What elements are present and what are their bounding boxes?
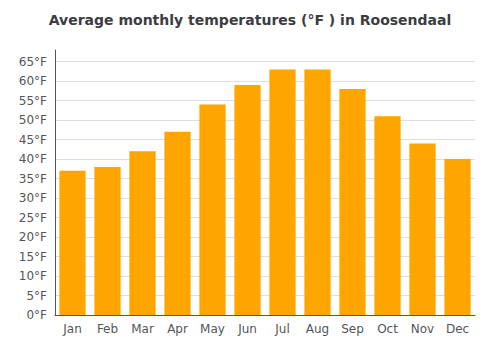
svg-text:Average monthly temperatures (: Average monthly temperatures (°F ) in Ro… bbox=[49, 12, 452, 28]
svg-text:15°F: 15°F bbox=[19, 250, 47, 264]
svg-text:Apr: Apr bbox=[167, 322, 188, 336]
svg-text:65°F: 65°F bbox=[19, 55, 47, 69]
svg-text:Jun: Jun bbox=[237, 322, 257, 336]
svg-text:Dec: Dec bbox=[446, 322, 469, 336]
svg-text:45°F: 45°F bbox=[19, 133, 47, 147]
svg-text:Feb: Feb bbox=[97, 322, 118, 336]
svg-text:35°F: 35°F bbox=[19, 172, 47, 186]
svg-text:20°F: 20°F bbox=[19, 230, 47, 244]
svg-text:Jul: Jul bbox=[274, 322, 289, 336]
svg-text:30°F: 30°F bbox=[19, 191, 47, 205]
svg-text:Oct: Oct bbox=[377, 322, 398, 336]
svg-text:Jan: Jan bbox=[62, 322, 82, 336]
svg-text:50°F: 50°F bbox=[19, 113, 47, 127]
svg-text:Nov: Nov bbox=[411, 322, 434, 336]
svg-text:5°F: 5°F bbox=[26, 289, 47, 303]
svg-text:55°F: 55°F bbox=[19, 94, 47, 108]
svg-text:40°F: 40°F bbox=[19, 152, 47, 166]
svg-text:25°F: 25°F bbox=[19, 211, 47, 225]
svg-text:Sep: Sep bbox=[341, 322, 364, 336]
svg-text:10°F: 10°F bbox=[19, 269, 47, 283]
svg-text:60°F: 60°F bbox=[19, 74, 47, 88]
svg-text:Aug: Aug bbox=[306, 322, 329, 336]
svg-text:Mar: Mar bbox=[131, 322, 154, 336]
svg-text:0°F: 0°F bbox=[26, 308, 47, 322]
svg-text:May: May bbox=[200, 322, 225, 336]
